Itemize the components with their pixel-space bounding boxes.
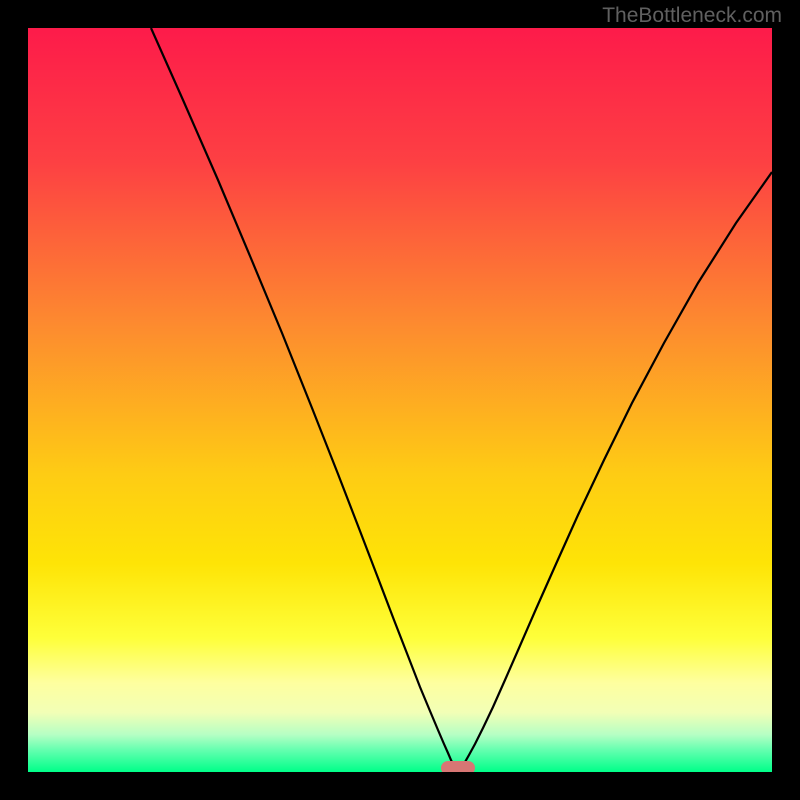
bottleneck-curve bbox=[151, 28, 772, 769]
plot-area bbox=[28, 28, 772, 772]
optimum-marker bbox=[441, 761, 475, 772]
chart-container: TheBottleneck.com bbox=[0, 0, 800, 800]
curve-svg bbox=[28, 28, 772, 772]
watermark-text: TheBottleneck.com bbox=[602, 4, 782, 28]
